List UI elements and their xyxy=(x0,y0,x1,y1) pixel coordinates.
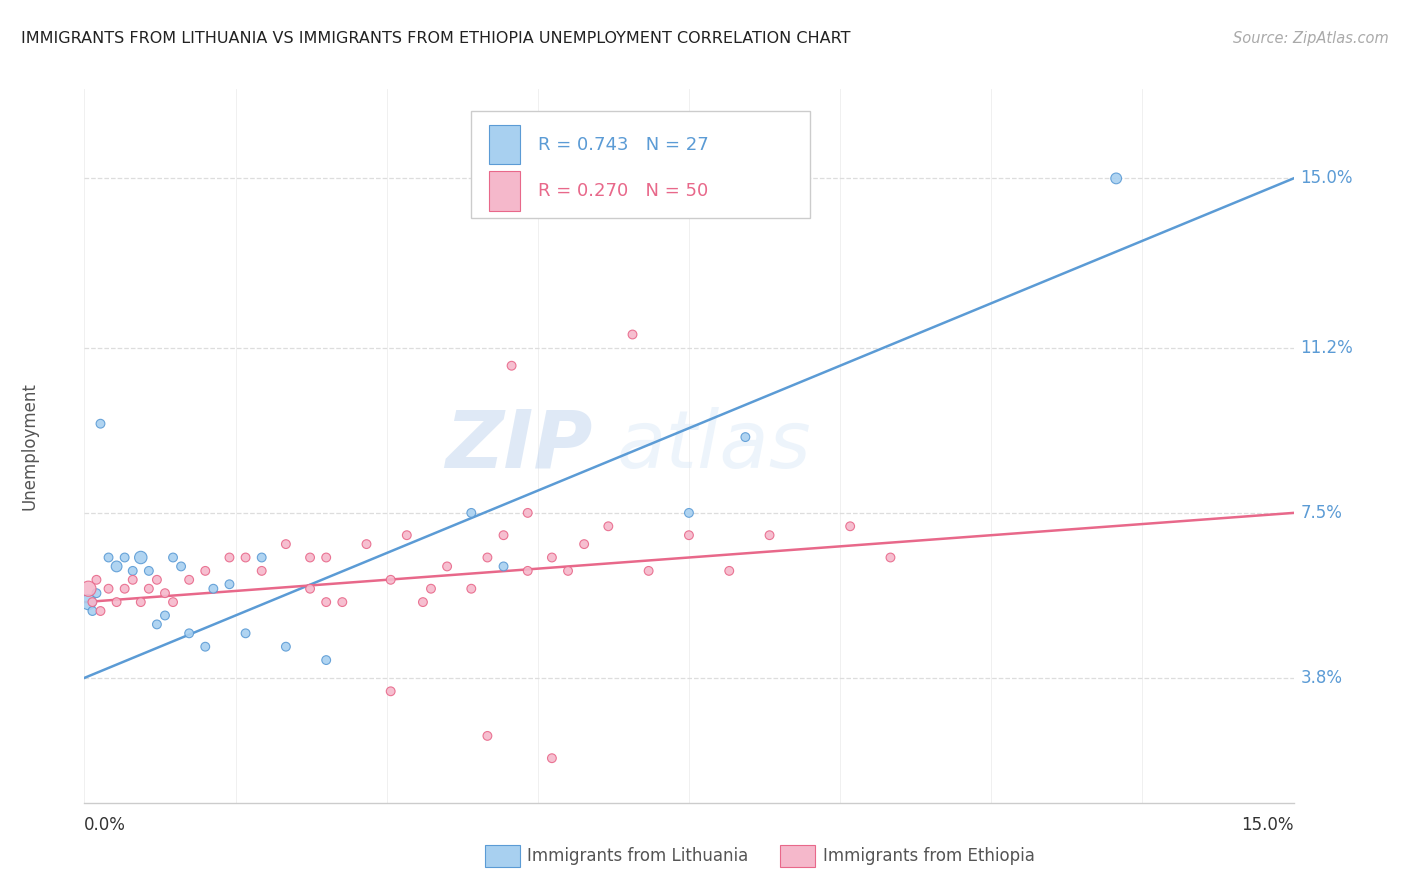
Point xyxy=(250,564,273,578)
Point xyxy=(678,506,700,520)
Text: Immigrants from Lithuania: Immigrants from Lithuania xyxy=(527,847,748,865)
Point xyxy=(477,550,499,565)
Text: IMMIGRANTS FROM LITHUANIA VS IMMIGRANTS FROM ETHIOPIA UNEMPLOYMENT CORRELATION C: IMMIGRANTS FROM LITHUANIA VS IMMIGRANTS … xyxy=(21,31,851,46)
Point xyxy=(516,506,538,520)
Text: 3.8%: 3.8% xyxy=(1301,669,1343,687)
Point xyxy=(315,550,337,565)
Point xyxy=(146,573,169,587)
Text: 15.0%: 15.0% xyxy=(1301,169,1353,187)
Point xyxy=(153,586,176,600)
Point xyxy=(89,604,111,618)
Point xyxy=(492,528,515,542)
Point xyxy=(121,564,143,578)
Point xyxy=(477,729,499,743)
Point xyxy=(194,564,217,578)
Point xyxy=(82,595,104,609)
Point xyxy=(218,577,240,591)
Point xyxy=(460,582,482,596)
Point xyxy=(114,582,136,596)
Point xyxy=(557,564,579,578)
Point xyxy=(380,573,402,587)
Point xyxy=(121,573,143,587)
Point xyxy=(138,582,160,596)
Point xyxy=(541,751,564,765)
Point xyxy=(572,537,595,551)
Point xyxy=(146,617,169,632)
Point xyxy=(299,550,322,565)
Point xyxy=(89,417,111,431)
Point xyxy=(170,559,193,574)
Point xyxy=(114,550,136,565)
Point xyxy=(492,559,515,574)
Point xyxy=(250,550,273,565)
Point xyxy=(105,595,128,609)
Point xyxy=(315,595,337,609)
Point xyxy=(734,430,756,444)
FancyBboxPatch shape xyxy=(489,171,520,211)
Text: R = 0.743   N = 27: R = 0.743 N = 27 xyxy=(538,136,709,153)
Point xyxy=(315,653,337,667)
Point xyxy=(420,582,443,596)
Point xyxy=(235,550,257,565)
Point xyxy=(162,595,184,609)
Point xyxy=(637,564,659,578)
Point xyxy=(274,640,297,654)
Point xyxy=(758,528,780,542)
FancyBboxPatch shape xyxy=(471,111,810,218)
Point xyxy=(153,608,176,623)
Point xyxy=(299,582,322,596)
Point xyxy=(501,359,523,373)
Text: 11.2%: 11.2% xyxy=(1301,339,1354,357)
Point xyxy=(330,595,353,609)
Point xyxy=(412,595,434,609)
Text: 7.5%: 7.5% xyxy=(1301,504,1343,522)
Point xyxy=(598,519,620,533)
Point xyxy=(77,595,100,609)
Point xyxy=(516,564,538,578)
Text: 15.0%: 15.0% xyxy=(1241,816,1294,834)
Text: 0.0%: 0.0% xyxy=(84,816,127,834)
Point xyxy=(105,559,128,574)
Text: R = 0.270   N = 50: R = 0.270 N = 50 xyxy=(538,182,709,200)
Point xyxy=(380,684,402,698)
Point xyxy=(235,626,257,640)
Text: Unemployment: Unemployment xyxy=(21,382,39,510)
Point xyxy=(879,550,901,565)
Text: ZIP: ZIP xyxy=(444,407,592,485)
Point xyxy=(77,582,100,596)
Point xyxy=(274,537,297,551)
FancyBboxPatch shape xyxy=(489,125,520,164)
Point xyxy=(202,582,225,596)
Point xyxy=(621,327,644,342)
Point xyxy=(82,604,104,618)
Point xyxy=(129,595,152,609)
Point xyxy=(179,573,201,587)
Point xyxy=(460,506,482,520)
Point xyxy=(129,550,152,565)
Point xyxy=(395,528,418,542)
Text: atlas: atlas xyxy=(616,407,811,485)
Point xyxy=(86,586,108,600)
Point xyxy=(1105,171,1128,186)
Text: Immigrants from Ethiopia: Immigrants from Ethiopia xyxy=(823,847,1035,865)
Point xyxy=(436,559,458,574)
Point xyxy=(138,564,160,578)
Point xyxy=(97,550,120,565)
Point xyxy=(86,573,108,587)
Text: Source: ZipAtlas.com: Source: ZipAtlas.com xyxy=(1233,31,1389,46)
Point xyxy=(541,550,564,565)
Point xyxy=(839,519,862,533)
Point xyxy=(162,550,184,565)
Point xyxy=(678,528,700,542)
Point xyxy=(97,582,120,596)
Point xyxy=(194,640,217,654)
Point xyxy=(179,626,201,640)
Point xyxy=(718,564,741,578)
Point xyxy=(218,550,240,565)
Point xyxy=(356,537,378,551)
